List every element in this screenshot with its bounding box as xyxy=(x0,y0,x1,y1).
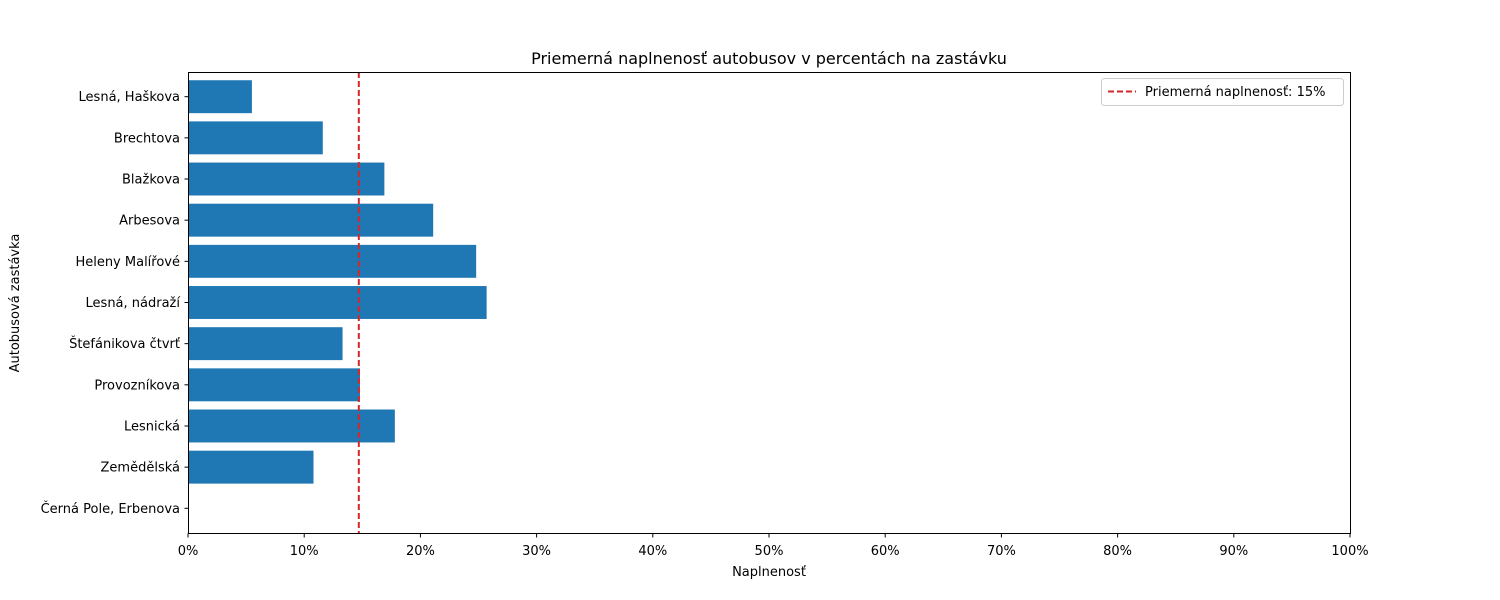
x-tick-label-0: 0% xyxy=(178,544,199,559)
legend-box xyxy=(1101,78,1344,106)
y-tick-label-9: Brechtova xyxy=(114,131,180,146)
x-tick-label-10: 100% xyxy=(1331,544,1368,559)
x-tick-label-5: 50% xyxy=(755,544,784,559)
y-tick-label-1: Zemědělská xyxy=(101,461,180,476)
y-tick-label-10: Lesná, Haškova xyxy=(79,90,180,105)
bar-5 xyxy=(188,286,487,319)
x-tick-label-7: 70% xyxy=(987,544,1016,559)
bar-1 xyxy=(188,450,314,484)
bar-4 xyxy=(188,327,343,361)
legend-entry-average: Priemerná naplnenosť: 15% xyxy=(1145,85,1325,100)
y-axis: Černá Pole, Erbenova Zemědělská Lesnická Pr… xyxy=(41,90,189,517)
bar-10 xyxy=(188,80,252,114)
y-tick-label-4: Štefánikova čtvrť xyxy=(69,336,180,352)
y-tick-label-3: Provozníkova xyxy=(94,378,180,393)
bar-8 xyxy=(188,162,385,196)
y-tick-label-6: Heleny Malířové xyxy=(75,255,180,270)
chart-title: Priemerná naplnenosť autobusov v percent… xyxy=(531,49,1007,68)
y-tick-label-7: Arbesova xyxy=(119,214,180,229)
bar-6 xyxy=(188,244,477,278)
x-tick-label-3: 30% xyxy=(522,544,551,559)
y-tick-label-5: Lesná, nádraží xyxy=(86,296,181,311)
bar-3 xyxy=(188,368,360,402)
x-axis: 0% 10% 20% 30% 40% 50% 60% 70% 80% 90% 100% xyxy=(178,533,1369,559)
y-tick-label-2: Lesnická xyxy=(124,419,180,434)
x-tick-label-4: 40% xyxy=(638,544,667,559)
y-axis-label: Autobusová zastávka xyxy=(8,234,23,373)
bars-layer xyxy=(188,80,487,484)
x-tick-label-8: 80% xyxy=(1103,544,1132,559)
bar-2 xyxy=(188,409,395,443)
x-tick-label-1: 10% xyxy=(290,544,319,559)
x-tick-label-9: 90% xyxy=(1219,544,1248,559)
bar-9 xyxy=(188,121,323,155)
legend: Priemerná naplnenosť: 15% xyxy=(1101,78,1344,106)
x-tick-label-2: 20% xyxy=(406,544,435,559)
x-axis-label: Naplnenosť xyxy=(732,565,806,580)
x-tick-label-6: 60% xyxy=(871,544,900,559)
bar-7 xyxy=(188,203,434,237)
y-tick-label-0: Černá Pole, Erbenova xyxy=(41,501,180,517)
y-tick-label-8: Blažkova xyxy=(122,173,180,188)
